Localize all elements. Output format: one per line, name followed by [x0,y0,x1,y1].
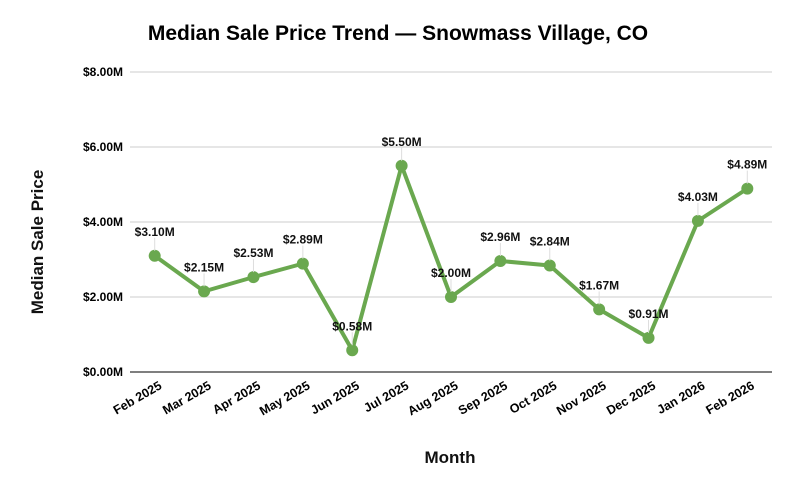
x-tick-label: Jan 2026 [655,378,708,417]
x-tick-label: Aug 2025 [405,378,460,418]
data-label: $2.00M [431,266,471,280]
data-label: $4.03M [678,190,718,204]
y-tick-label: $8.00M [83,65,123,79]
x-tick-label: Apr 2025 [210,378,263,417]
x-tick-label: Mar 2025 [160,378,213,417]
x-tick-label: May 2025 [257,378,312,418]
x-tick-label: Jun 2025 [308,378,361,417]
x-tick-label: Feb 2025 [111,378,164,417]
data-label: $2.53M [233,246,273,260]
data-point[interactable] [691,214,704,227]
data-point[interactable] [741,182,754,195]
data-label: $4.89M [727,158,767,172]
y-tick-label: $2.00M [83,290,123,304]
data-label: $3.10M [135,225,175,239]
x-axis-title: Month [425,448,476,467]
gridlines [130,71,772,373]
y-tick-label: $6.00M [83,140,123,154]
x-tick-label: Dec 2025 [604,378,658,417]
data-point[interactable] [395,159,408,172]
data-label: $0.58M [332,319,372,333]
x-tick-label: Nov 2025 [554,378,609,418]
data-point[interactable] [642,331,655,344]
data-point[interactable] [296,257,309,270]
chart-title: Median Sale Price Trend — Snowmass Villa… [147,22,649,45]
data-point[interactable] [494,255,507,267]
data-point[interactable] [593,303,606,316]
data-labels: $3.10M $2.15M $2.53M $2.89M $0.58M $5.50M $2.0… [135,135,767,346]
x-tick-label: Oct 2025 [507,378,559,416]
y-axis-ticks: $0.00M $2.00M $4.00M $6.00M $8.00M [83,65,123,379]
data-point[interactable] [543,259,556,272]
data-label: $2.15M [184,260,224,274]
data-label: $2.89M [283,233,323,247]
data-point[interactable] [346,344,359,357]
data-label: $2.96M [480,230,520,244]
y-tick-label: $4.00M [83,215,123,229]
data-point[interactable] [445,291,457,303]
data-point[interactable] [247,271,260,284]
data-label: $2.84M [530,235,570,249]
series-median-sale-price [148,159,754,357]
data-label: $0.91M [629,307,669,321]
y-axis-title: Median Sale Price [28,170,47,315]
x-tick-label: Sep 2025 [456,378,510,417]
data-label: $5.50M [382,135,422,149]
data-label: $1.67M [579,278,619,292]
y-tick-label: $0.00M [83,365,123,379]
x-tick-label: Jul 2025 [361,378,411,415]
x-tick-label: Feb 2026 [703,378,756,417]
data-point[interactable] [198,285,211,298]
data-point[interactable] [148,249,161,262]
